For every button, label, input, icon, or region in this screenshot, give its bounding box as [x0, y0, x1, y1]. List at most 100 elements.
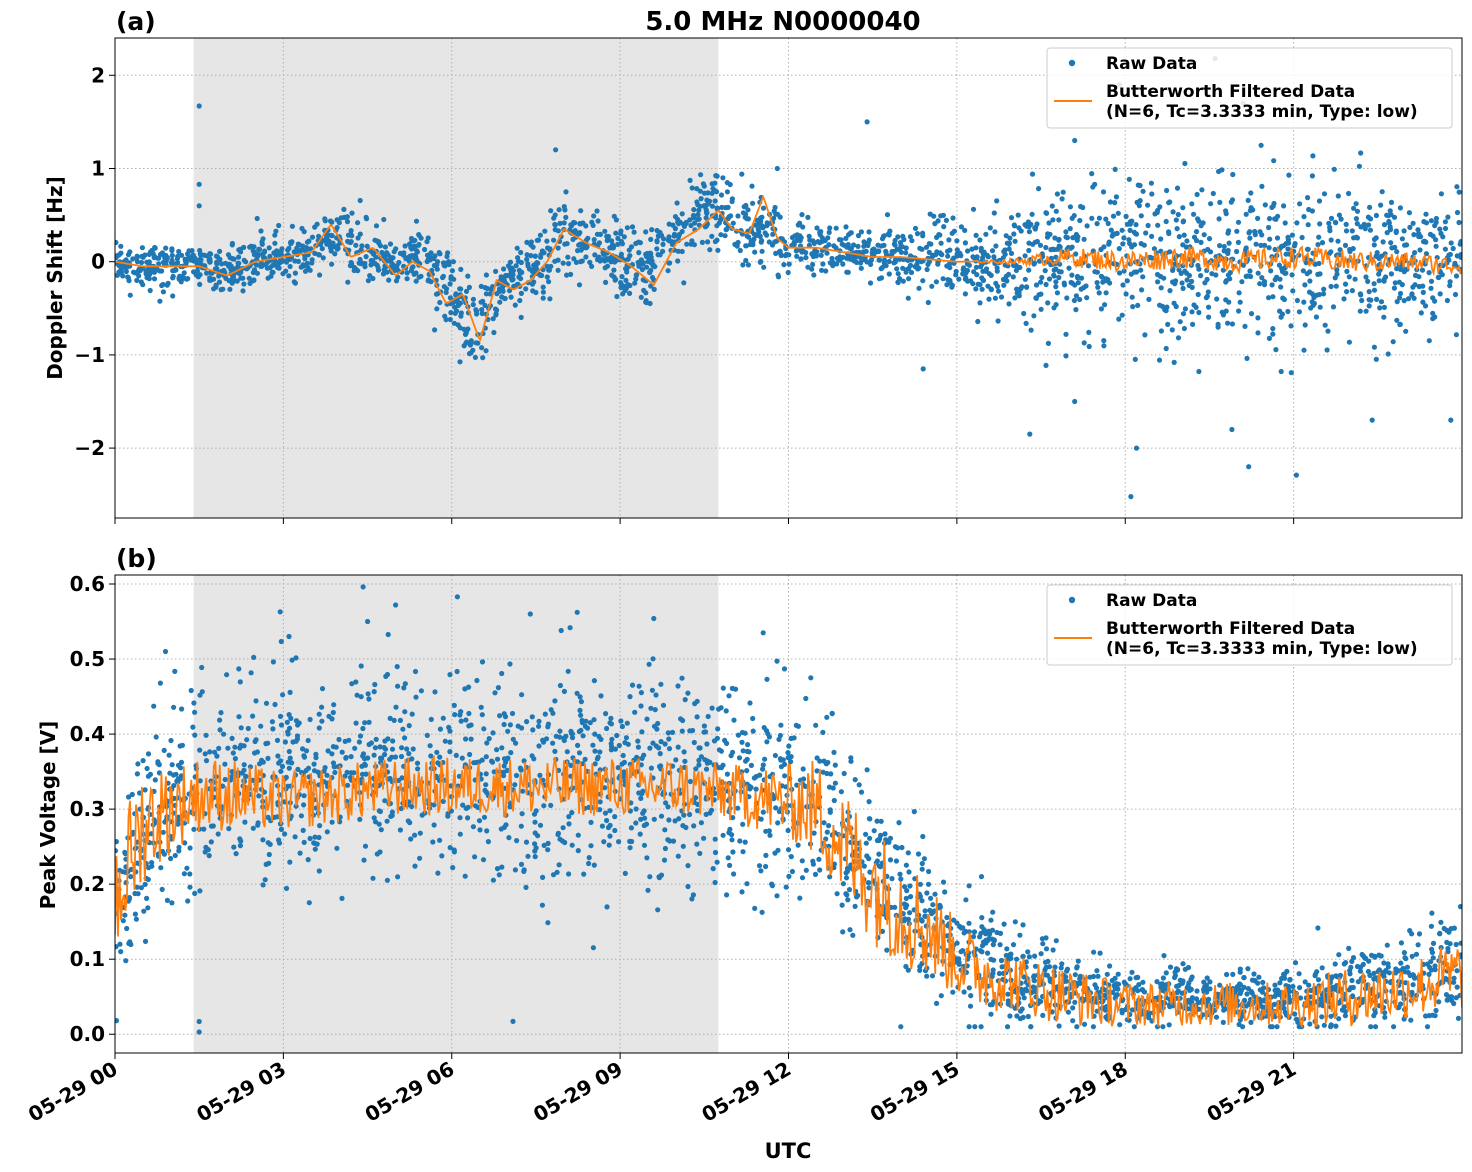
raw-point [559, 838, 566, 844]
raw-point [917, 881, 924, 887]
raw-point [843, 224, 849, 230]
raw-point [672, 818, 678, 824]
raw-point [1157, 302, 1163, 308]
raw-point-outlier [1369, 417, 1375, 423]
raw-point [345, 782, 351, 788]
raw-point [1113, 194, 1119, 200]
raw-point [404, 270, 410, 276]
raw-point [833, 225, 839, 231]
raw-point [968, 993, 974, 999]
raw-point [569, 735, 576, 741]
raw-point [778, 757, 784, 763]
raw-point [330, 240, 336, 246]
raw-point [316, 834, 322, 841]
raw-point [1107, 963, 1113, 969]
raw-point [1184, 277, 1190, 283]
raw-point [647, 269, 653, 275]
raw-point [513, 772, 520, 779]
raw-point [916, 265, 922, 271]
raw-point [1199, 187, 1205, 193]
raw-point [443, 317, 449, 323]
raw-point [1177, 319, 1183, 325]
raw-point [591, 237, 597, 243]
raw-point [978, 930, 984, 936]
raw-point [170, 273, 176, 279]
raw-point [1366, 289, 1372, 295]
raw-point [279, 763, 286, 770]
raw-point [157, 268, 163, 274]
raw-point [602, 265, 608, 271]
raw-point [743, 257, 749, 264]
raw-point [202, 751, 208, 757]
raw-point [602, 785, 608, 791]
raw-point [524, 719, 530, 725]
raw-point [1429, 946, 1435, 952]
raw-point [863, 840, 869, 846]
raw-point [258, 723, 264, 729]
raw-point [1342, 242, 1349, 248]
raw-point [720, 685, 726, 691]
raw-point [805, 214, 811, 220]
raw-point [1180, 285, 1186, 291]
raw-point [1149, 255, 1155, 261]
raw-point [371, 815, 377, 821]
raw-point [709, 233, 715, 239]
raw-point [1399, 282, 1405, 288]
raw-point [199, 689, 205, 695]
raw-point [116, 269, 122, 275]
raw-point [1242, 323, 1248, 329]
raw-point [463, 736, 469, 742]
raw-point [1109, 977, 1115, 984]
raw-point [1328, 215, 1335, 221]
raw-point [1276, 989, 1282, 995]
raw-point [1045, 340, 1051, 346]
raw-point [1237, 969, 1243, 975]
raw-point [839, 241, 845, 247]
raw-point [596, 733, 602, 740]
raw-point [1266, 295, 1272, 301]
raw-point [1184, 238, 1190, 244]
raw-point [690, 212, 697, 219]
raw-point [657, 229, 663, 236]
raw-point [751, 231, 757, 237]
raw-point [1301, 214, 1307, 220]
raw-point [1158, 328, 1164, 334]
raw-point [532, 253, 538, 259]
raw-point [243, 773, 249, 779]
raw-point [424, 239, 430, 245]
raw-point [1103, 276, 1109, 282]
raw-point [1341, 296, 1347, 302]
raw-point [1073, 307, 1079, 313]
raw-point [654, 726, 660, 732]
raw-point [372, 681, 378, 688]
raw-point [665, 237, 671, 243]
raw-point [402, 243, 408, 249]
raw-point [1207, 249, 1214, 255]
raw-point [134, 259, 140, 265]
raw-point [848, 246, 854, 252]
raw-point [573, 259, 580, 265]
raw-point [660, 702, 667, 708]
raw-point [776, 249, 782, 255]
raw-point [1292, 1011, 1298, 1017]
raw-point [344, 219, 351, 225]
raw-point [1388, 240, 1394, 246]
raw-point [576, 242, 582, 248]
raw-point [1220, 267, 1226, 273]
raw-point [470, 824, 476, 830]
raw-point [638, 294, 644, 300]
raw-point [1348, 964, 1354, 970]
raw-point [803, 250, 809, 256]
raw-point [989, 927, 996, 933]
raw-point [213, 282, 219, 288]
panel-b-grid [114, 575, 1462, 1053]
raw-point [624, 269, 630, 275]
raw-point [1401, 950, 1407, 956]
raw-point [608, 256, 614, 263]
raw-point [432, 327, 438, 333]
raw-point [1315, 925, 1321, 931]
raw-point [808, 675, 814, 681]
raw-point [147, 287, 153, 294]
raw-point [507, 661, 513, 667]
raw-point [829, 255, 835, 262]
